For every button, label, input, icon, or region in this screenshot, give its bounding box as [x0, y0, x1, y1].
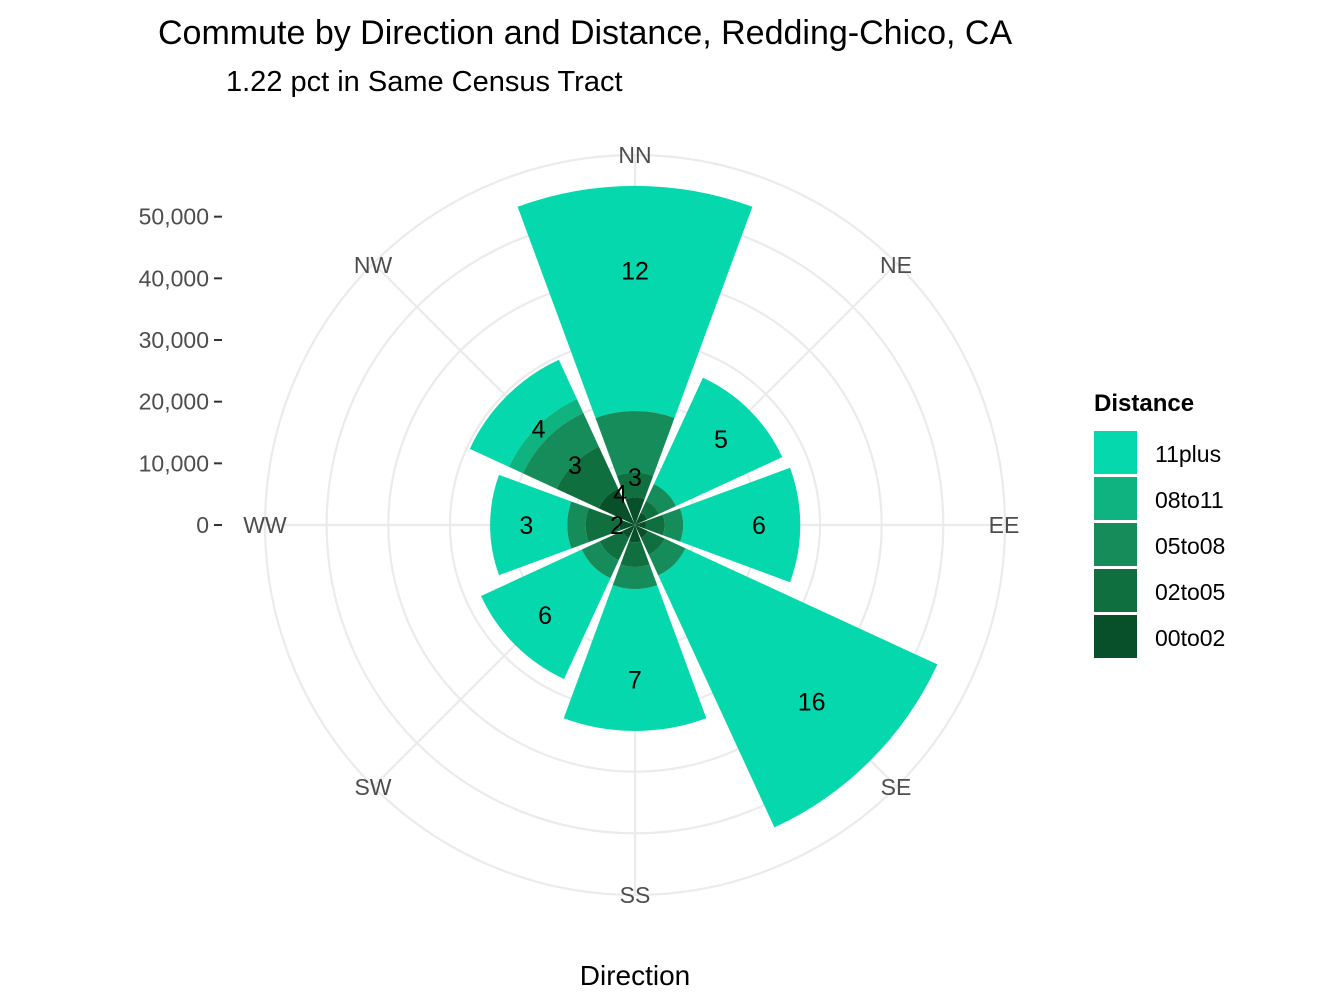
legend-swatch-11plus — [1094, 431, 1137, 474]
bar-label-NN: 12 — [621, 258, 649, 286]
legend-label-00to02: 00to02 — [1155, 625, 1225, 651]
y-tick-label: 40,000 — [139, 265, 209, 291]
bar-segment-NE-11plus — [653, 377, 783, 507]
bar-segment-NN-05to08 — [595, 410, 675, 476]
direction-label-SS: SS — [620, 882, 651, 908]
bar-segment-NW-08to11 — [508, 398, 584, 474]
bar-segment-NN-11plus — [517, 185, 753, 418]
bar-segment-SW-02to05 — [599, 530, 630, 561]
bar-label-SS: 7 — [628, 666, 642, 694]
bar-segment-WW-05to08 — [567, 501, 589, 549]
direction-label-SW: SW — [354, 774, 391, 800]
y-tick-label: 20,000 — [139, 389, 209, 415]
inner-label-WW: 2 — [610, 512, 624, 540]
bar-label-NE: 5 — [714, 426, 728, 454]
bar-segment-SS-02to05 — [620, 541, 650, 567]
legend-swatch-05to08 — [1094, 523, 1137, 566]
chart-subtitle: 1.22 pct in Same Census Tract — [226, 66, 623, 98]
bar-segment-EE-05to08 — [662, 508, 684, 542]
bar-segment-SE-00to02 — [635, 525, 648, 538]
bar-segment-EE-02to05 — [645, 514, 665, 536]
direction-label-NN: NN — [618, 142, 651, 168]
direction-label-EE: EE — [989, 512, 1020, 538]
direction-label-NW: NW — [354, 252, 393, 278]
bar-label-SW: 6 — [538, 602, 552, 630]
bar-segment-NW-05to08 — [522, 412, 599, 489]
legend-swatch-08to11 — [1094, 477, 1137, 520]
bar-segment-NW-02to05 — [556, 446, 619, 509]
y-axis: 0 10,000 20,000 30,000 40,000 50,000 — [139, 204, 222, 538]
direction-label-SE: SE — [881, 774, 912, 800]
legend-swatch-02to05 — [1094, 569, 1137, 612]
legend: Distance 11plus 08to11 05to08 02to05 00to02 — [1094, 390, 1225, 658]
bar-segment-WW-11plus — [490, 474, 572, 576]
legend-label-02to05: 02to05 — [1155, 579, 1225, 605]
bar-segment-NN-00to02 — [625, 497, 645, 525]
y-tick-label: 50,000 — [139, 204, 209, 230]
direction-labels: NN NE EE SE SS SW WW NW — [243, 142, 1019, 908]
bar-segment-EE-11plus — [680, 467, 801, 583]
bar-segment-WW-00to02 — [619, 519, 635, 531]
bar-label-SE: 16 — [798, 689, 826, 717]
bar-segment-SE-05to08 — [648, 538, 686, 576]
bar-segment-SE-11plus — [658, 548, 938, 828]
bar-segment-NN-02to05 — [616, 472, 654, 499]
legend-label-11plus: 11plus — [1155, 441, 1221, 467]
bar-segment-SW-11plus — [480, 549, 611, 680]
bar-segment-NW-11plus — [469, 359, 577, 467]
legend-label-05to08: 05to08 — [1155, 533, 1225, 559]
bar-label-EE: 6 — [752, 512, 766, 540]
legend-label-08to11: 08to11 — [1155, 487, 1224, 513]
inner-label-NW: 3 — [568, 452, 582, 480]
legend-title: Distance — [1094, 390, 1194, 417]
y-tick-label: 10,000 — [139, 450, 209, 476]
y-tick-label: 30,000 — [139, 327, 209, 353]
inner-label-NW: 4 — [613, 480, 627, 508]
x-axis-title: Direction — [580, 960, 690, 991]
bar-segment-SW-00to02 — [622, 525, 635, 538]
bar-segment-SS-00to02 — [629, 525, 641, 543]
bar-segment-SE-02to05 — [640, 530, 665, 555]
bar-segment-NW-00to02 — [598, 488, 635, 525]
direction-label-NE: NE — [880, 252, 912, 278]
bar-segment-NE-00to02 — [635, 512, 648, 525]
bar-segment-NE-02to05 — [640, 500, 660, 520]
chart-title: Commute by Direction and Distance, Reddi… — [158, 14, 1012, 52]
bar-label-NW: 4 — [532, 416, 546, 444]
legend-swatch-00to02 — [1094, 615, 1137, 658]
direction-label-WW: WW — [243, 512, 287, 538]
bar-segment-SS-05to08 — [612, 564, 658, 590]
bars — [469, 185, 938, 828]
bar-segment-SS-11plus — [563, 585, 707, 731]
y-tick-label: 0 — [196, 512, 209, 538]
bar-label-WW: 3 — [519, 512, 533, 540]
inner-label-NN: 3 — [628, 464, 642, 492]
bar-segment-WW-02to05 — [585, 507, 621, 543]
bar-segment-SW-05to08 — [581, 541, 619, 579]
bar-segment-EE-00to02 — [635, 521, 647, 529]
bar-segment-NE-05to08 — [646, 484, 676, 514]
